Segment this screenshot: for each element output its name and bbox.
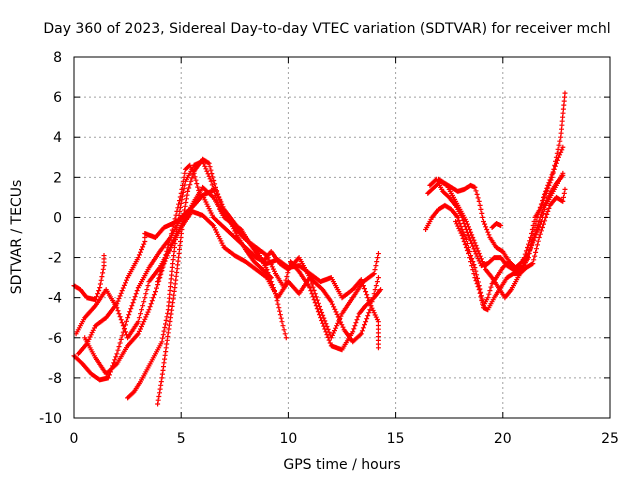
series-markers <box>155 156 274 407</box>
x-axis-title: GPS time / hours <box>283 457 400 473</box>
x-tick-label: 0 <box>70 431 79 447</box>
y-tick-label: 0 <box>53 210 62 226</box>
chart-title: Day 360 of 2023, Sidereal Day-to-day VTE… <box>43 21 610 37</box>
y-tick-label: 8 <box>53 50 62 66</box>
y-tick-label: -6 <box>48 331 62 347</box>
x-tick-label: 10 <box>279 431 297 447</box>
y-tick-label: -4 <box>48 291 62 307</box>
series-markers <box>489 221 504 230</box>
grid <box>73 56 611 419</box>
series-track-m <box>453 186 568 313</box>
series-markers <box>427 90 568 273</box>
series-track-j <box>427 90 568 273</box>
y-tick-label: 6 <box>53 90 62 106</box>
x-tick-label: 25 <box>601 431 619 447</box>
y-tick-label: 4 <box>53 130 62 146</box>
series-markers <box>155 162 203 285</box>
y-tick-label: -10 <box>39 411 62 427</box>
plot-border <box>73 56 611 419</box>
series-track-g <box>155 156 274 407</box>
y-tick-label: 2 <box>53 170 62 186</box>
series-markers <box>436 144 566 275</box>
x-tick-label: 20 <box>494 431 512 447</box>
x-tick-label: 15 <box>387 431 405 447</box>
data-points <box>71 90 568 407</box>
tick-labels: 0 5 10 15 20 25 -10 -8 -6 -4 -2 0 2 4 6 8 <box>39 50 619 447</box>
series-track-n <box>489 221 504 230</box>
y-tick-label: -8 <box>48 371 62 387</box>
y-tick-label: -2 <box>48 251 62 267</box>
x-tick-label: 5 <box>177 431 186 447</box>
y-axis-title: SDTVAR / TECUs <box>9 180 25 295</box>
series-markers <box>453 186 568 313</box>
series-track-h <box>155 162 203 285</box>
series-track-l <box>436 144 566 275</box>
